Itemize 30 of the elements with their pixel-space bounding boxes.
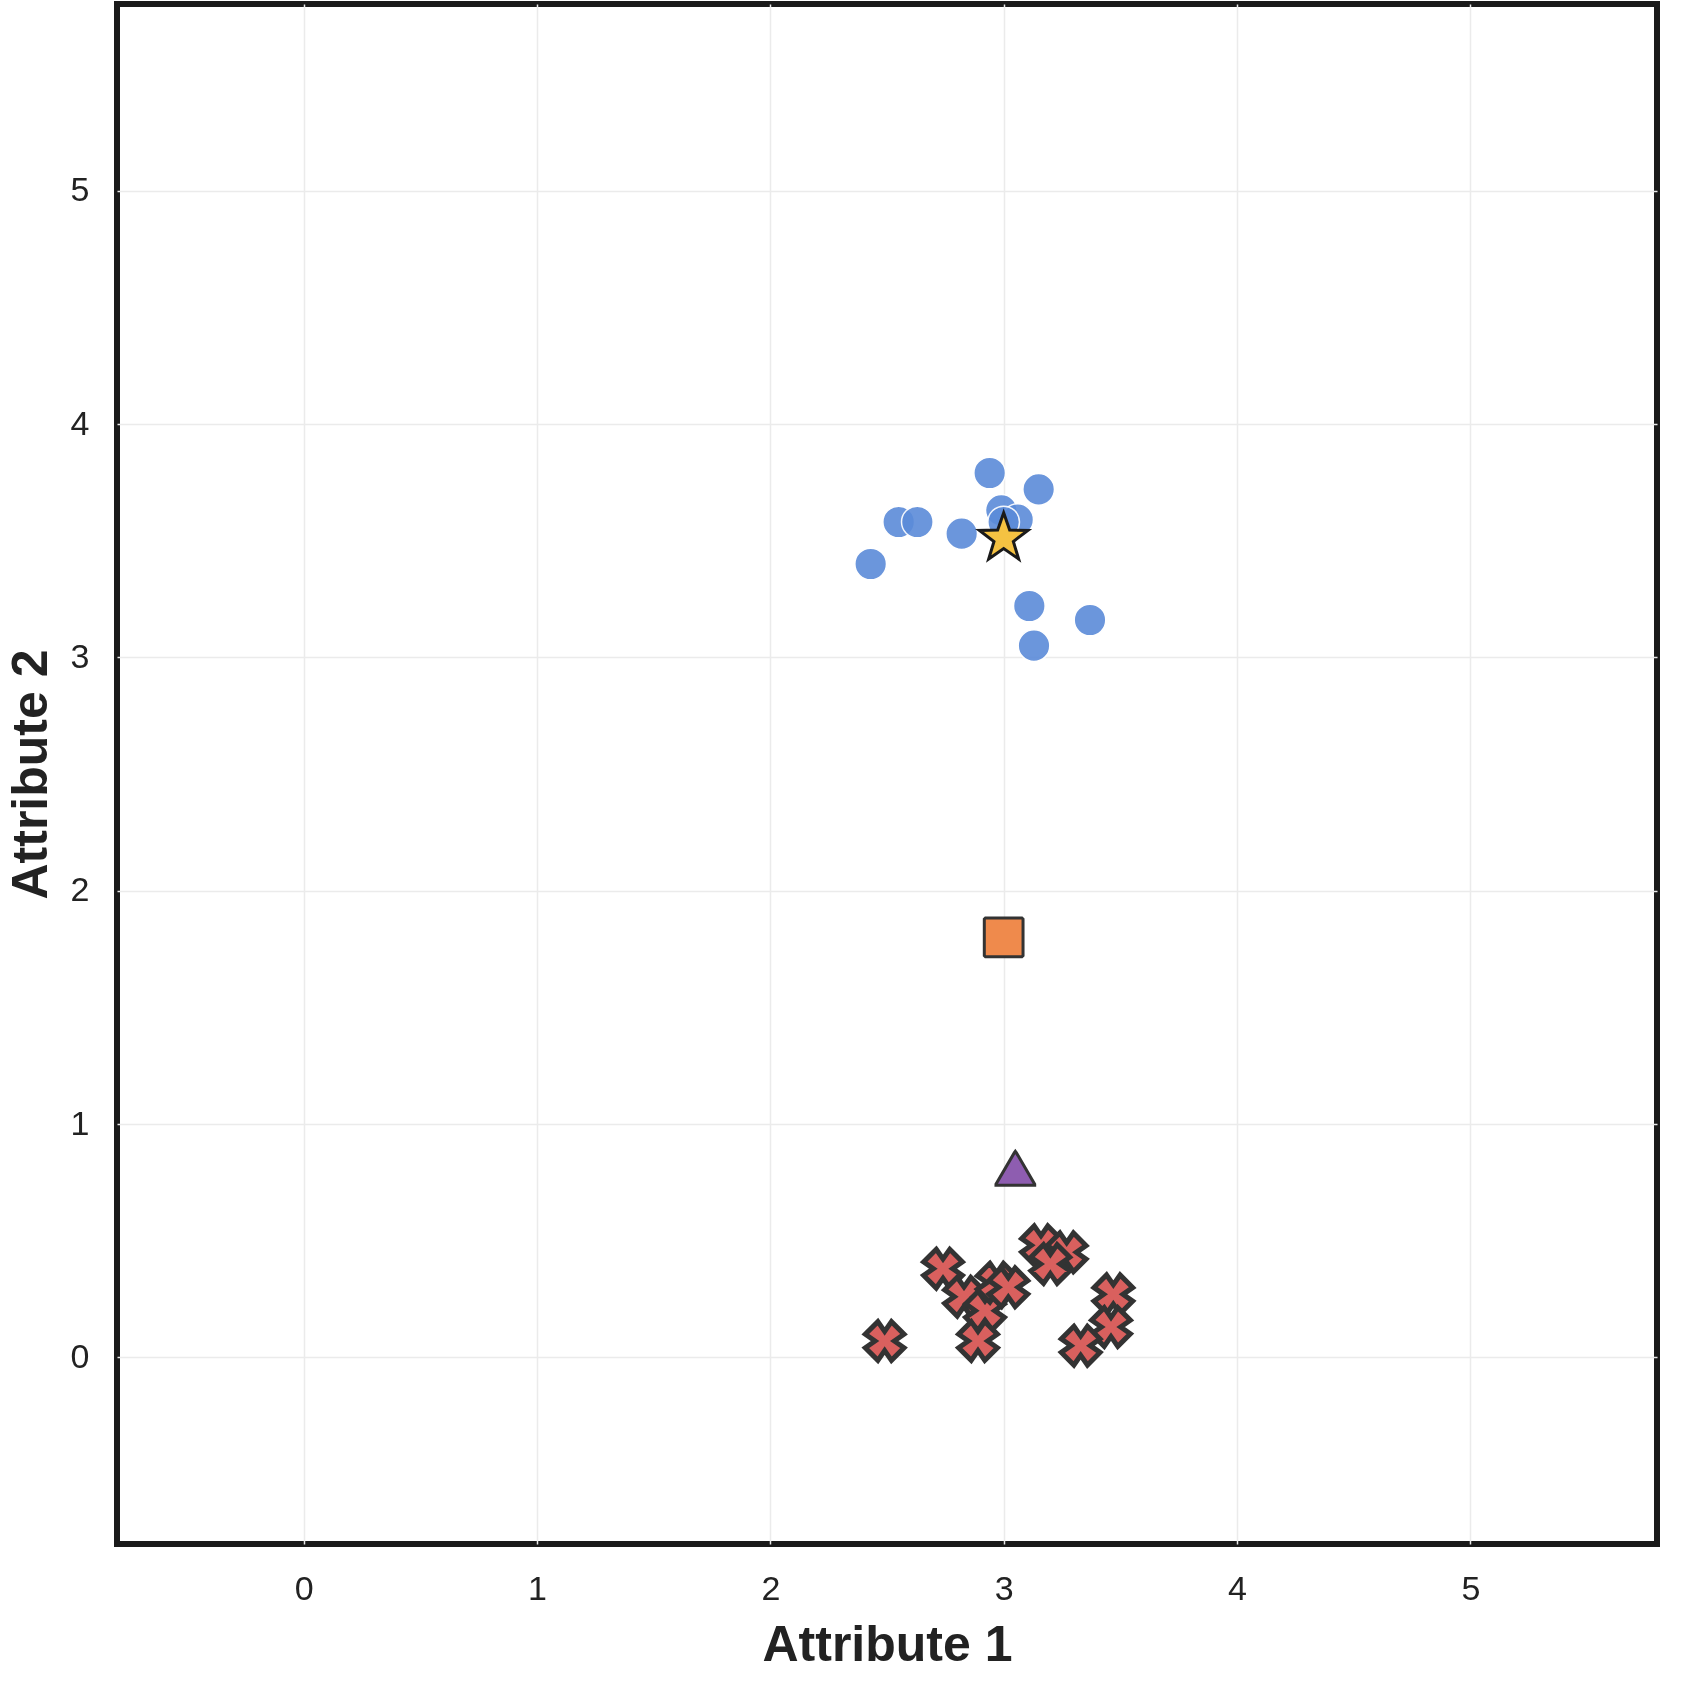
point [945, 517, 979, 551]
point [921, 1246, 965, 1291]
x-tick-label: 5 [1461, 1568, 1481, 1607]
point [900, 505, 934, 539]
point [973, 456, 1007, 490]
x-tick-label: 1 [528, 1568, 547, 1607]
x-tick-label: 2 [761, 1568, 781, 1607]
x-tick-label: 3 [994, 1568, 1014, 1607]
point [982, 916, 1025, 959]
point [986, 1265, 1031, 1310]
y-tick-label: 3 [70, 636, 90, 675]
y-axis-title: Attribute 2 [1, 649, 58, 900]
x-tick-label: 4 [1228, 1568, 1247, 1607]
point [956, 1319, 1000, 1363]
x-axis-title: Attribute 1 [762, 1615, 1013, 1672]
y-tick-label: 2 [70, 870, 90, 909]
y-tick-label: 5 [70, 170, 90, 209]
point [1028, 1242, 1073, 1286]
y-tick-label: 0 [70, 1336, 90, 1375]
point [862, 1319, 907, 1363]
point [1073, 603, 1107, 637]
point [854, 547, 888, 581]
point [1022, 472, 1056, 506]
point [1058, 1323, 1103, 1368]
x-tick-label: 0 [294, 1568, 314, 1607]
point [1012, 589, 1046, 623]
y-tick-label: 4 [70, 403, 90, 442]
point [1017, 629, 1051, 663]
y-tick-label: 1 [70, 1103, 90, 1142]
point [1089, 1305, 1133, 1349]
